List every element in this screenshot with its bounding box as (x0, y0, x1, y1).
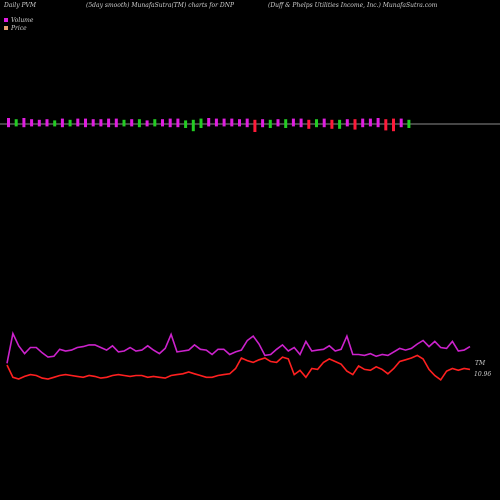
legend-volume-swatch (4, 18, 8, 22)
volume-bar (338, 119, 342, 129)
volume-bar (268, 119, 272, 128)
volume-bar (176, 118, 180, 128)
volume-bar (207, 118, 211, 127)
volume-bar (199, 118, 203, 128)
volume-bar (84, 118, 87, 128)
volume-bar (161, 119, 164, 127)
volume-bar (214, 118, 218, 127)
volume-bar (130, 119, 134, 127)
volume-bar (392, 118, 395, 132)
volume-bar (330, 119, 334, 129)
volume-bar (191, 119, 195, 132)
pvm-end-label: TM (475, 360, 486, 367)
volume-bar (299, 118, 303, 128)
volume-bar (145, 120, 149, 127)
volume-bar (315, 119, 318, 128)
volume-bar (22, 118, 26, 128)
chart-title: (5day smooth) MunafaSutra(TM) charts for… (86, 2, 234, 9)
volume-bar (153, 119, 157, 127)
legend-volume-label: Volume (11, 17, 34, 24)
volume-bar (253, 119, 257, 132)
volume-bar (353, 119, 357, 130)
price-line (6, 354, 471, 382)
volume-bar (60, 118, 64, 128)
volume-bar (114, 118, 118, 128)
header-right: (Duff & Phelps Utilities Income, Inc.) M… (268, 2, 438, 9)
volume-bar (30, 119, 34, 127)
pvm-line (6, 330, 471, 364)
volume-bar (322, 118, 326, 128)
volume-bar (37, 119, 41, 127)
volume-bar (368, 118, 372, 127)
legend-price-label: Price (11, 25, 27, 32)
volume-bar (238, 119, 241, 127)
volume-bar (222, 118, 226, 127)
volume-bar (53, 120, 57, 127)
volume-bar (137, 119, 141, 128)
volume-bar (184, 120, 188, 128)
volume-bar (261, 119, 265, 128)
volume-bar (384, 119, 388, 131)
volume-bar (230, 118, 234, 127)
volume-bars (7, 118, 411, 132)
volume-bar (284, 119, 288, 128)
volume-bar (291, 118, 295, 127)
price-end-label: 10.96 (474, 371, 491, 378)
volume-bar (99, 119, 103, 127)
volume-bar (45, 119, 49, 127)
volume-bar (14, 119, 18, 127)
volume-bar (245, 118, 249, 128)
volume-bar (68, 119, 72, 127)
volume-bar (376, 118, 380, 128)
volume-bar (91, 119, 95, 127)
volume-bar (122, 119, 126, 127)
volume-bar (7, 118, 10, 128)
volume-bar (399, 118, 403, 128)
volume-bar (76, 118, 80, 127)
header-left: Daily PVM (4, 2, 37, 9)
volume-bar (107, 118, 111, 128)
volume-bar (168, 118, 172, 128)
legend-price-swatch (4, 26, 8, 30)
volume-bar (345, 119, 349, 127)
volume-bar (276, 119, 280, 127)
volume-bar (407, 119, 411, 128)
volume-bar (361, 118, 365, 128)
volume-bar (307, 119, 311, 129)
